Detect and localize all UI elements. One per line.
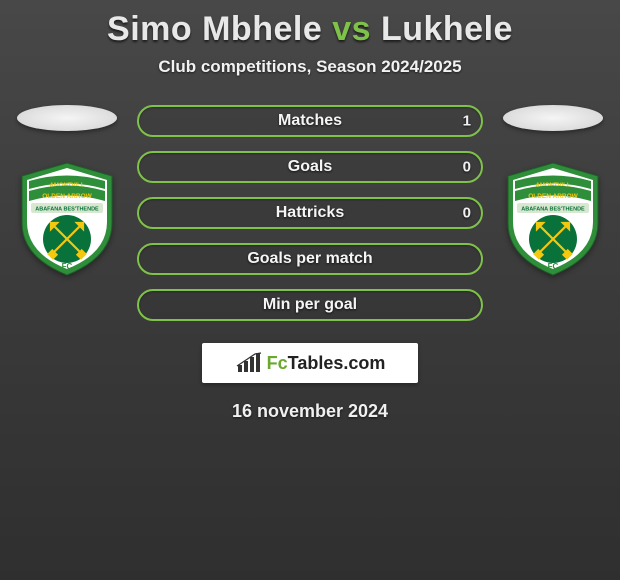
subtitle: Club competitions, Season 2024/2025 xyxy=(0,57,620,77)
date-line: 16 november 2024 xyxy=(0,401,620,422)
svg-text:ABAFANA BES'THENDE: ABAFANA BES'THENDE xyxy=(521,207,585,213)
stat-row: Hattricks0 xyxy=(137,197,483,229)
player2-club-crest: AMONTVILL OLDEN ARROW ABAFANA BES'THENDE xyxy=(503,161,603,277)
title: Simo Mbhele vs Lukhele xyxy=(0,0,620,49)
stat-row: Matches1 xyxy=(137,105,483,137)
main-row: AMONTVILL OLDEN ARROW ABAFANA BES'THENDE xyxy=(0,105,620,321)
player2-name: Lukhele xyxy=(381,10,513,48)
brand-box: FcTables.com xyxy=(202,343,418,383)
svg-text:FC: FC xyxy=(62,262,73,271)
svg-text:OLDEN ARROW: OLDEN ARROW xyxy=(528,193,578,200)
svg-text:OLDEN ARROW: OLDEN ARROW xyxy=(42,193,92,200)
stat-label: Goals per match xyxy=(139,250,481,268)
svg-text:FC: FC xyxy=(548,262,559,271)
stat-row: Min per goal xyxy=(137,289,483,321)
stat-value-right: 1 xyxy=(463,113,471,130)
stats-table: Matches1Goals0Hattricks0Goals per matchM… xyxy=(137,105,483,321)
stat-label: Hattricks xyxy=(139,204,481,222)
stat-value-right: 0 xyxy=(463,159,471,176)
brand-text: FcTables.com xyxy=(267,353,386,374)
comparison-card: Simo Mbhele vs Lukhele Club competitions… xyxy=(0,0,620,422)
left-side: AMONTVILL OLDEN ARROW ABAFANA BES'THENDE xyxy=(17,105,117,277)
player1-name: Simo Mbhele xyxy=(107,10,322,48)
svg-text:ABAFANA BES'THENDE: ABAFANA BES'THENDE xyxy=(35,207,99,213)
brand-main: Tables xyxy=(288,353,344,373)
player1-photo-oval xyxy=(17,105,117,131)
vs-word: vs xyxy=(332,10,371,48)
brand-suffix: .com xyxy=(343,353,385,373)
stat-label: Matches xyxy=(139,112,481,130)
stat-value-right: 0 xyxy=(463,205,471,222)
right-side: AMONTVILL OLDEN ARROW ABAFANA BES'THENDE xyxy=(503,105,603,277)
stat-label: Goals xyxy=(139,158,481,176)
player1-club-crest: AMONTVILL OLDEN ARROW ABAFANA BES'THENDE xyxy=(17,161,117,277)
stat-row: Goals0 xyxy=(137,151,483,183)
bars-icon xyxy=(235,352,263,374)
stat-row: Goals per match xyxy=(137,243,483,275)
brand-prefix: Fc xyxy=(267,353,288,373)
stat-label: Min per goal xyxy=(139,296,481,314)
player2-photo-oval xyxy=(503,105,603,131)
